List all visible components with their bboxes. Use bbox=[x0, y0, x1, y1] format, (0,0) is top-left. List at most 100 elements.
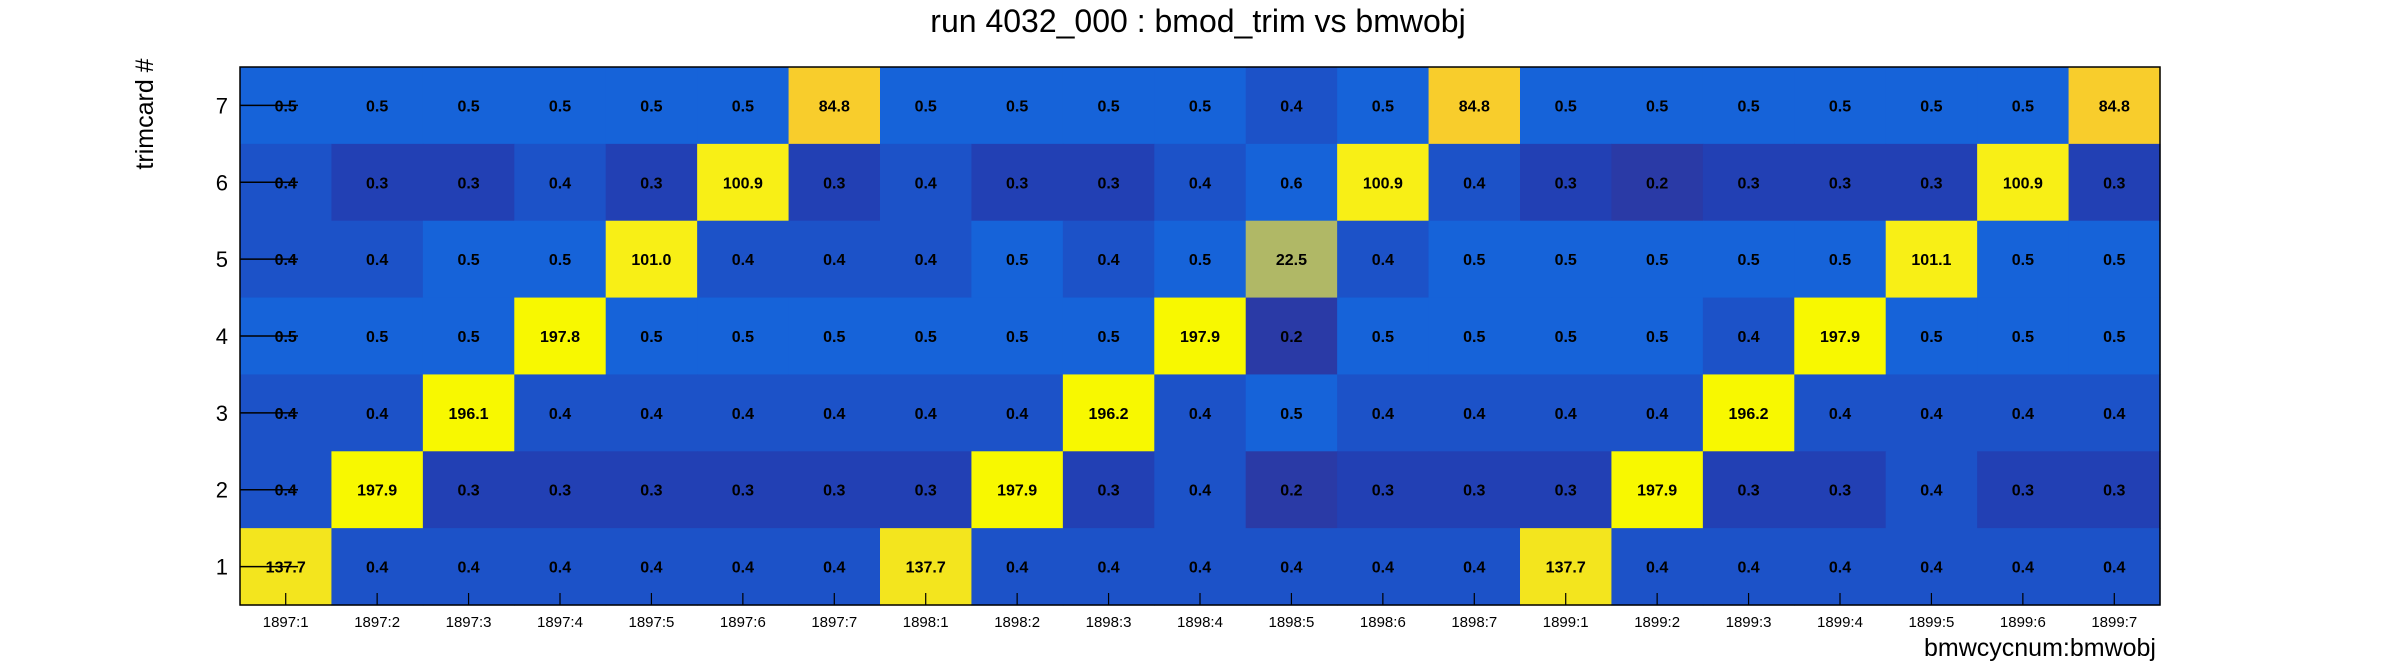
cell-value-label: 0.5 bbox=[1097, 329, 1119, 346]
heatmap-cell bbox=[605, 220, 698, 299]
heatmap-cell bbox=[1794, 451, 1887, 529]
heatmap-cell bbox=[2068, 528, 2161, 606]
x-tick-label: 1897:7 bbox=[811, 614, 857, 631]
heatmap-cell bbox=[880, 67, 973, 145]
heatmap-cell bbox=[1428, 67, 1521, 145]
cell-value-label: 0.2 bbox=[1280, 483, 1302, 500]
cell-value-label: 0.4 bbox=[915, 406, 937, 423]
heatmap-cell bbox=[1611, 374, 1704, 452]
cell-value-label: 0.4 bbox=[1737, 329, 1759, 346]
cell-value-label: 0.3 bbox=[457, 483, 479, 500]
heatmap-cell bbox=[1154, 67, 1247, 145]
x-tick-label: 1897:2 bbox=[354, 614, 400, 631]
cell-value-label: 0.5 bbox=[366, 98, 388, 115]
cell-value-label: 0.4 bbox=[2103, 560, 2125, 577]
cell-value-label: 0.4 bbox=[915, 252, 937, 269]
cell-value-label: 0.4 bbox=[1189, 483, 1211, 500]
cell-value-label: 0.4 bbox=[1006, 406, 1028, 423]
heatmap-cell bbox=[1702, 374, 1795, 452]
heatmap-cell bbox=[331, 67, 424, 145]
x-tick-label: 1898:5 bbox=[1268, 614, 1314, 631]
cell-value-label: 197.9 bbox=[1820, 329, 1860, 346]
heatmap-cell bbox=[971, 528, 1064, 606]
heatmap-cell bbox=[331, 220, 424, 299]
heatmap-cell bbox=[1611, 528, 1704, 606]
heatmap-cell bbox=[605, 451, 698, 529]
cell-value-label: 0.5 bbox=[457, 329, 479, 346]
heatmap-cell bbox=[880, 297, 973, 376]
heatmap-cell bbox=[1337, 297, 1430, 376]
heatmap-cell bbox=[1154, 297, 1247, 376]
heatmap-cell bbox=[697, 143, 790, 222]
heatmap-cell bbox=[1794, 220, 1887, 299]
heatmap-cell bbox=[1337, 528, 1430, 606]
cell-value-label: 0.4 bbox=[1463, 406, 1485, 423]
cell-value-label: 0.4 bbox=[1280, 560, 1302, 577]
cell-value-label: 0.3 bbox=[1555, 483, 1577, 500]
cell-value-label: 0.5 bbox=[1555, 98, 1577, 115]
heatmap-cell bbox=[514, 451, 607, 529]
cell-value-label: 0.3 bbox=[2012, 483, 2034, 500]
heatmap-cell bbox=[1520, 220, 1613, 299]
heatmap-cell bbox=[422, 451, 515, 529]
cell-value-label: 0.3 bbox=[1555, 175, 1577, 192]
heatmap-cell bbox=[1245, 220, 1338, 299]
heatmap-cell bbox=[971, 451, 1064, 529]
cell-value-label: 0.4 bbox=[1829, 560, 1851, 577]
cell-value-label: 0.5 bbox=[1737, 252, 1759, 269]
cell-value-label: 0.5 bbox=[1463, 329, 1485, 346]
heatmap-cell bbox=[1245, 143, 1338, 222]
heatmap-cell bbox=[1062, 528, 1155, 606]
heatmap-cell bbox=[697, 220, 790, 299]
heatmap-cell bbox=[1154, 220, 1247, 299]
heatmap-cell bbox=[1794, 297, 1887, 376]
cell-value-label: 0.4 bbox=[1646, 560, 1668, 577]
x-tick-label: 1899:2 bbox=[1634, 614, 1680, 631]
cell-value-label: 0.4 bbox=[366, 252, 388, 269]
heatmap-cell bbox=[1977, 220, 2070, 299]
cell-value-label: 0.4 bbox=[1463, 560, 1485, 577]
cell-value-label: 0.3 bbox=[1829, 175, 1851, 192]
heatmap-cell bbox=[1520, 143, 1613, 222]
x-tick-label: 1897:1 bbox=[263, 614, 309, 631]
x-tick-label: 1899:4 bbox=[1817, 614, 1863, 631]
cell-value-label: 0.4 bbox=[1463, 175, 1485, 192]
heatmap-cells bbox=[240, 67, 2161, 606]
heatmap-cell bbox=[1520, 374, 1613, 452]
heatmap-cell bbox=[1520, 451, 1613, 529]
cell-value-label: 0.4 bbox=[1829, 406, 1851, 423]
cell-value-label: 0.5 bbox=[2103, 252, 2125, 269]
cell-value-label: 0.4 bbox=[1189, 406, 1211, 423]
cell-value-label: 0.4 bbox=[2012, 406, 2034, 423]
heatmap-cell bbox=[1154, 528, 1247, 606]
x-tick-label: 1898:7 bbox=[1451, 614, 1497, 631]
heatmap-cell bbox=[514, 220, 607, 299]
y-tick-label: 3 bbox=[216, 401, 228, 426]
heatmap-cell bbox=[514, 528, 607, 606]
cell-value-label: 0.5 bbox=[1737, 98, 1759, 115]
heatmap-cell bbox=[1977, 528, 2070, 606]
heatmap-cell bbox=[788, 143, 881, 222]
cell-value-label: 0.5 bbox=[732, 98, 754, 115]
cell-value-label: 0.4 bbox=[1097, 252, 1119, 269]
heatmap-cell bbox=[514, 374, 607, 452]
cell-value-label: 0.4 bbox=[732, 560, 754, 577]
cell-value-label: 0.4 bbox=[1646, 406, 1668, 423]
heatmap-cell bbox=[1611, 451, 1704, 529]
cell-value-label: 0.4 bbox=[1920, 406, 1942, 423]
cell-value-label: 0.5 bbox=[1555, 329, 1577, 346]
cell-value-label: 0.3 bbox=[1006, 175, 1028, 192]
cell-value-label: 0.5 bbox=[732, 329, 754, 346]
heatmap-cell bbox=[1977, 143, 2070, 222]
heatmap-cell bbox=[1702, 143, 1795, 222]
cell-value-label: 137.7 bbox=[266, 560, 306, 577]
cell-value-label: 0.3 bbox=[549, 483, 571, 500]
y-tick-label: 5 bbox=[216, 247, 228, 272]
heatmap-cell bbox=[605, 297, 698, 376]
heatmap-cell bbox=[880, 374, 973, 452]
heatmap-cell bbox=[1885, 143, 1978, 222]
heatmap-cell bbox=[1154, 374, 1247, 452]
cell-value-label: 137.7 bbox=[1546, 560, 1586, 577]
cell-value-label: 0.5 bbox=[2012, 252, 2034, 269]
y-tick-label: 2 bbox=[216, 478, 228, 503]
